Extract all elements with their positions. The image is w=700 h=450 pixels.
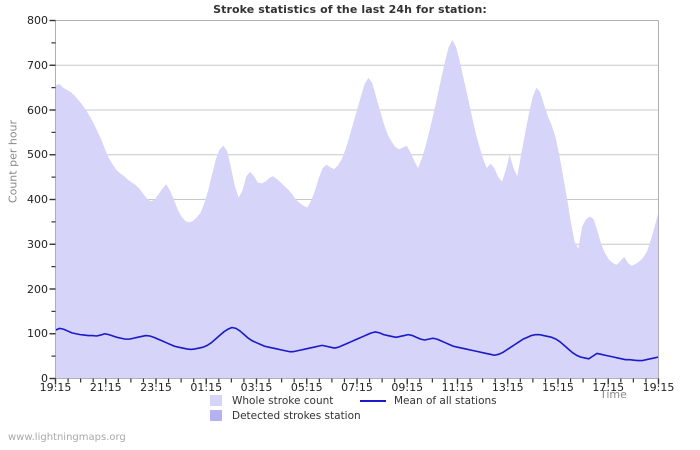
legend-label-detected: Detected strokes station — [232, 409, 361, 422]
y-tick-label: 400 — [27, 193, 48, 206]
y-tick-label: 100 — [27, 327, 48, 341]
legend-item-mean-of-all-stations: Mean of all stations — [360, 395, 497, 407]
legend-mean-group: Mean of all stations — [360, 393, 511, 408]
x-tick-label: 19:15 — [642, 381, 675, 394]
y-tick-label: 800 — [27, 14, 48, 27]
x-tick-label: 21:15 — [89, 381, 122, 394]
legend-label-mean: Mean of all stations — [394, 394, 497, 407]
x-tick-label: 07:15 — [341, 381, 373, 394]
x-tick-label: 05:15 — [290, 381, 323, 394]
legend-swatch-detected — [210, 410, 222, 421]
y-tick-label: 500 — [27, 148, 48, 162]
x-tick-label: 19:15 — [39, 381, 72, 394]
x-tick-label: 13:15 — [491, 381, 524, 394]
legend-label-whole: Whole stroke count — [232, 394, 334, 407]
x-tick-label: 11:15 — [441, 381, 474, 394]
y-tick-label: 700 — [27, 58, 48, 72]
x-tick-label: 15:15 — [542, 381, 574, 394]
page-title: Stroke statistics of the last 24h for st… — [213, 3, 487, 16]
x-tick-label: 17:15 — [592, 381, 625, 394]
x-tick-label: 03:15 — [240, 381, 273, 394]
x-tick-label: 01:15 — [190, 381, 223, 394]
x-tick-label: 09:15 — [391, 381, 424, 394]
footer-attribution: www.lightningmaps.org — [8, 432, 126, 443]
y-tick-label: 0 — [41, 372, 48, 385]
chart-legend: Whole stroke count Detected strokes stat… — [210, 393, 375, 423]
x-axis-label: Time — [600, 388, 627, 401]
legend-swatch-whole — [210, 395, 222, 406]
y-tick-label: 300 — [27, 237, 48, 251]
y-tick-label: 600 — [27, 103, 48, 117]
y-tick-label: 200 — [27, 282, 48, 296]
x-tick-label: 23:15 — [140, 381, 172, 394]
legend-item-whole-stroke-count: Whole stroke count — [210, 395, 333, 407]
legend-line-mean — [360, 399, 386, 402]
legend-item-detected-strokes-station: Detected strokes station — [210, 410, 361, 422]
